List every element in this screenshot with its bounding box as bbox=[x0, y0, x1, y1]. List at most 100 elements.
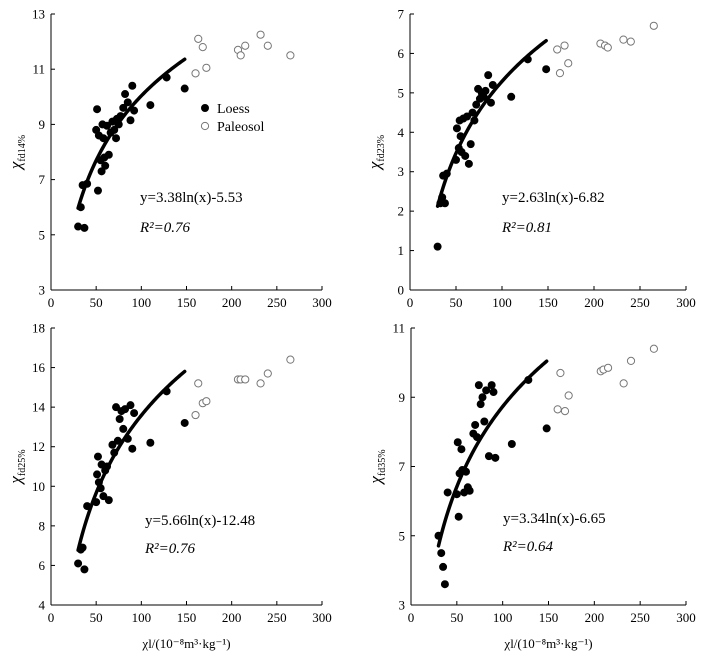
loess-point bbox=[468, 108, 477, 117]
loess-point bbox=[472, 100, 481, 109]
paleosol-point bbox=[619, 35, 628, 44]
loess-point bbox=[93, 105, 102, 114]
loess-point bbox=[452, 124, 461, 133]
loess-point bbox=[128, 444, 137, 453]
fit-equation: y=3.38ln(x)-5.53 bbox=[140, 190, 243, 206]
x-tick-label: 150 bbox=[538, 295, 558, 310]
paleosol-point bbox=[256, 30, 265, 39]
loess-point bbox=[116, 112, 125, 121]
loess-point bbox=[110, 125, 119, 134]
paleosol-point bbox=[626, 37, 635, 46]
y-tick-label: 18 bbox=[32, 321, 45, 336]
loess-point bbox=[440, 580, 449, 589]
paleosol-point bbox=[194, 379, 203, 388]
loess-point bbox=[461, 151, 470, 160]
x-tick-label: 300 bbox=[676, 295, 696, 310]
x-tick-label: 250 bbox=[267, 295, 287, 310]
loess-point bbox=[461, 467, 470, 476]
loess-point bbox=[83, 179, 92, 188]
loess-point bbox=[96, 484, 105, 493]
loess-point bbox=[542, 424, 551, 433]
loess-point bbox=[523, 55, 532, 64]
loess-point bbox=[456, 132, 465, 141]
loess-point bbox=[507, 92, 516, 101]
y-tick-label: 10 bbox=[32, 479, 45, 494]
loess-point bbox=[76, 203, 85, 212]
loess-point bbox=[119, 424, 128, 433]
y-tick-label: 7 bbox=[39, 172, 46, 187]
y-axis-label: χfd25% bbox=[6, 449, 28, 485]
paleosol-point bbox=[553, 405, 562, 414]
x-axis-label: χl/(10⁻⁸m³·kg⁻¹) bbox=[141, 636, 230, 651]
y-tick-label: 5 bbox=[399, 528, 406, 543]
y-axis-label-symbol: χ bbox=[6, 161, 25, 171]
loess-point bbox=[114, 120, 123, 129]
loess-point bbox=[128, 81, 137, 90]
loess-point bbox=[80, 223, 89, 232]
x-tick-label: 100 bbox=[492, 295, 512, 310]
paleosol-point bbox=[241, 375, 250, 384]
paleosol-point bbox=[555, 69, 565, 78]
x-tick-label: 200 bbox=[584, 295, 604, 310]
loess-point bbox=[83, 502, 92, 511]
loess-point bbox=[78, 543, 87, 552]
loess-point bbox=[103, 462, 112, 471]
y-axis-label: χfd35% bbox=[366, 449, 388, 485]
x-tick-label: 150 bbox=[177, 610, 197, 625]
fit-r-squared: R²=0.76 bbox=[139, 220, 191, 236]
legend: Loess Paleosol bbox=[200, 102, 265, 135]
y-axis-label-subscript: fd14% bbox=[17, 135, 28, 162]
loess-point bbox=[463, 112, 472, 121]
y-tick-label: 1 bbox=[398, 243, 405, 258]
loess-point bbox=[123, 98, 132, 107]
loess-point bbox=[74, 559, 83, 568]
paleosol-point bbox=[556, 368, 565, 378]
fit-curve bbox=[435, 38, 548, 208]
paleosol-point bbox=[202, 397, 211, 406]
paleosol-point bbox=[236, 51, 245, 60]
x-tick-label: 0 bbox=[48, 610, 55, 625]
y-tick-label: 0 bbox=[398, 283, 405, 298]
y-tick-label: 7 bbox=[398, 7, 405, 22]
loess-point bbox=[489, 388, 498, 397]
loess-point bbox=[92, 498, 101, 507]
paleosol-point bbox=[553, 45, 562, 54]
y-tick-label: 3 bbox=[398, 164, 405, 179]
paleosol-point bbox=[603, 43, 612, 52]
y-tick-label: 5 bbox=[39, 227, 46, 242]
loess-point bbox=[99, 134, 108, 143]
y-axis-label: χfd23% bbox=[365, 135, 387, 171]
paleosol-point bbox=[560, 407, 570, 416]
loess-point bbox=[437, 549, 446, 558]
loess-point bbox=[471, 420, 480, 429]
y-tick-label: 9 bbox=[399, 390, 406, 405]
loess-point bbox=[453, 438, 462, 447]
x-tick-label: 0 bbox=[408, 610, 415, 625]
paleosol-point bbox=[649, 344, 659, 353]
y-axis-label-symbol: χ bbox=[366, 476, 385, 486]
x-tick-label: 50 bbox=[450, 610, 463, 625]
x-tick-label: 300 bbox=[312, 610, 332, 625]
loess-point bbox=[180, 84, 189, 93]
legend-loess-marker bbox=[200, 104, 209, 113]
loess-point bbox=[507, 439, 516, 448]
x-tick-label: 100 bbox=[132, 295, 152, 310]
paleosol-point bbox=[603, 363, 613, 372]
x-tick-label: 250 bbox=[630, 295, 650, 310]
loess-point bbox=[482, 386, 491, 395]
y-tick-label: 6 bbox=[398, 46, 405, 61]
x-tick-label: 100 bbox=[132, 610, 152, 625]
x-tick-label: 200 bbox=[222, 610, 242, 625]
loess-point bbox=[93, 470, 102, 479]
paleosol-point bbox=[198, 43, 207, 52]
x-tick-label: 250 bbox=[267, 610, 287, 625]
loess-point bbox=[126, 401, 135, 410]
y-tick-label: 6 bbox=[39, 558, 46, 573]
y-tick-label: 11 bbox=[32, 62, 45, 77]
x-tick-label: 150 bbox=[177, 295, 197, 310]
loess-point bbox=[472, 433, 481, 442]
fit-r-squared: R²=0.76 bbox=[144, 541, 196, 557]
y-tick-label: 9 bbox=[39, 117, 46, 132]
loess-point bbox=[110, 448, 119, 457]
paleosol-point bbox=[191, 69, 200, 78]
